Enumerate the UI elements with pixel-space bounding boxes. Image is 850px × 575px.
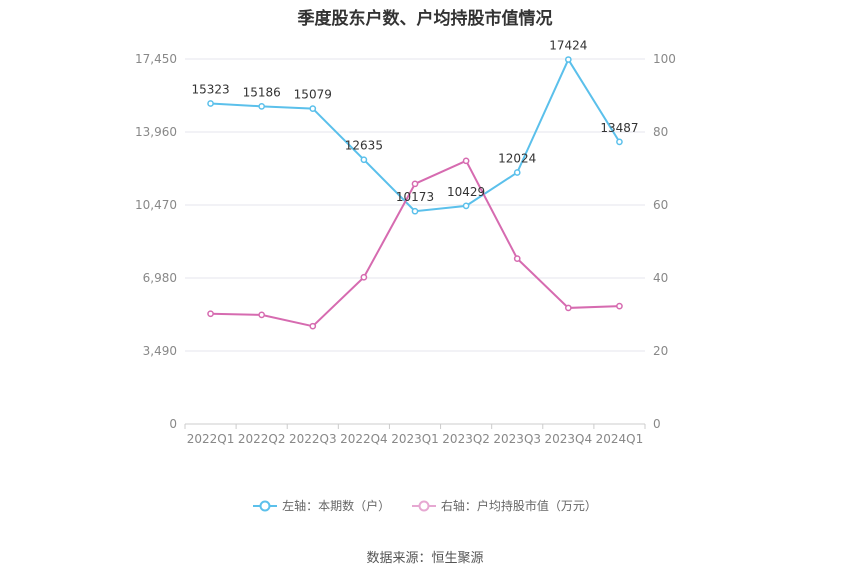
data-labels: 15323 15186 15079 12635 10173 10429 12024 17424… <box>191 39 638 205</box>
x-tick-label: 2022Q3 <box>289 432 337 446</box>
left-tick-label: 6,980 <box>143 271 177 285</box>
left-tick-label: 0 <box>169 417 177 431</box>
x-tick-label: 2023Q3 <box>493 432 541 446</box>
data-point <box>564 56 572 63</box>
right-tick-label: 100 <box>653 52 676 66</box>
legend: 左轴：本期数（户） 右轴：户均持股市值（万元） <box>0 497 850 515</box>
right-tick-label: 60 <box>653 198 668 212</box>
left-tick-label: 10,470 <box>135 198 177 212</box>
right-tick-label: 20 <box>653 344 668 358</box>
legend-item-left[interactable]: 左轴：本期数（户） <box>253 497 390 514</box>
x-tick-label: 2023Q4 <box>545 432 593 446</box>
data-label: 10173 <box>396 190 434 204</box>
legend-left-icon <box>253 500 278 511</box>
data-point <box>411 207 419 215</box>
data-point <box>360 273 368 281</box>
data-label: 13487 <box>600 121 638 135</box>
series-line-0 <box>210 57 621 213</box>
data-point <box>309 105 317 112</box>
grid-lines <box>185 58 645 425</box>
x-tick-label: 2022Q2 <box>238 432 286 446</box>
x-tick-label: 2022Q4 <box>340 432 388 446</box>
legend-left-label: 左轴：本期数（户） <box>282 499 391 513</box>
data-point <box>616 138 623 146</box>
data-label: 15323 <box>191 82 229 96</box>
x-tick-label: 2023Q1 <box>391 432 439 446</box>
data-point <box>513 169 521 176</box>
legend-right-icon <box>411 500 436 511</box>
data-point <box>207 310 214 318</box>
data-label: 12024 <box>498 151 536 165</box>
axes: 0 0 3,490 20 6,980 40 10,470 60 13,960 80 17,450 10… <box>135 52 676 446</box>
data-point <box>513 255 521 263</box>
x-tick-label: 2023Q2 <box>442 432 490 446</box>
legend-item-right[interactable]: 右轴：户均持股市值（万元） <box>411 497 597 514</box>
x-tick-label: 2022Q1 <box>187 432 235 446</box>
right-tick-label: 0 <box>653 417 661 431</box>
x-tick-label: 2024Q1 <box>596 432 644 446</box>
series-points <box>207 56 623 330</box>
data-label: 12635 <box>345 139 383 153</box>
data-label: 10429 <box>447 185 485 199</box>
data-point <box>462 157 470 165</box>
data-point <box>360 156 368 164</box>
left-tick-label: 13,960 <box>135 125 177 139</box>
data-label: 15186 <box>243 85 281 99</box>
data-point <box>207 100 214 107</box>
legend-right-label: 右轴：户均持股市值（万元） <box>440 499 597 513</box>
data-point <box>564 304 572 312</box>
data-label: 15079 <box>294 88 332 102</box>
right-tick-label: 80 <box>653 125 668 139</box>
data-point <box>258 103 266 110</box>
data-point <box>616 302 623 310</box>
data-point <box>258 311 266 319</box>
left-tick-label: 17,450 <box>135 52 177 66</box>
right-tick-label: 40 <box>653 271 668 285</box>
left-tick-label: 3,490 <box>143 344 177 358</box>
data-point <box>309 322 317 330</box>
source-note: 数据来源：恒生聚源 <box>366 551 484 566</box>
data-point <box>462 202 470 210</box>
data-label: 17424 <box>549 39 587 53</box>
chart-title: 季度股东户数、户均持股市值情况 <box>297 9 553 29</box>
data-point <box>411 180 419 188</box>
